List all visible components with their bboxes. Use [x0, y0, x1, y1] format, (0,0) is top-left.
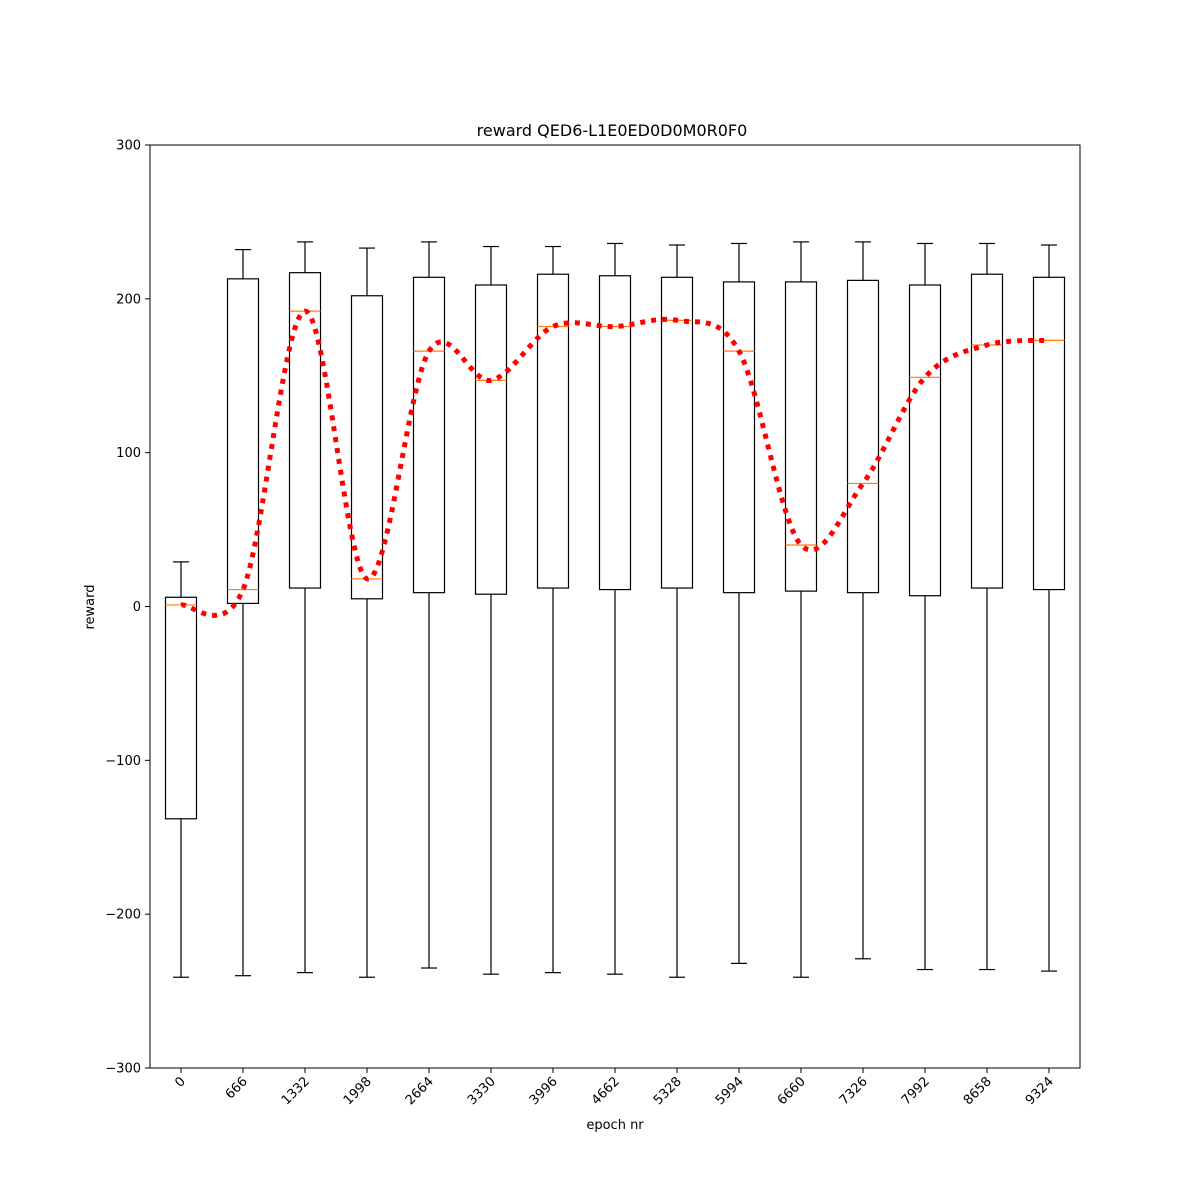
x-tick-label: 1998: [341, 1074, 375, 1108]
box-body: [660, 276, 694, 589]
y-tick-label: −100: [105, 754, 141, 769]
box-0: [164, 561, 198, 978]
box-8658: [970, 242, 1004, 971]
y-tick-label: 0: [133, 600, 141, 615]
x-axis-label: epoch nr: [586, 1118, 644, 1133]
boxes-layer: [164, 241, 1066, 978]
y-tick-label: 100: [116, 446, 141, 461]
box-body: [970, 273, 1004, 589]
box-body: [350, 295, 384, 600]
chart-title: reward QED6-L1E0ED0D0M0R0F0: [477, 121, 748, 140]
box-2664: [412, 241, 446, 969]
x-tick-label: 5994: [713, 1074, 747, 1108]
x-tick-label: 2664: [403, 1074, 437, 1108]
x-tick-label: 8658: [961, 1074, 995, 1108]
box-9324: [1032, 244, 1066, 972]
y-tick-label: 200: [116, 292, 141, 307]
x-tick-label: 666: [223, 1074, 251, 1102]
box-body: [226, 278, 260, 605]
x-tick-label: 7326: [837, 1074, 871, 1108]
box-4662: [598, 242, 632, 975]
x-tick-label: 9324: [1023, 1074, 1057, 1108]
box-body: [288, 272, 322, 589]
box-1332: [288, 241, 322, 974]
box-3330: [474, 245, 508, 975]
box-7326: [846, 241, 880, 960]
box-body: [164, 596, 198, 820]
y-axis-label: reward: [83, 584, 98, 629]
y-tick-label: 300: [116, 139, 141, 154]
x-tick-label: 0: [172, 1074, 188, 1090]
box-body: [846, 279, 880, 594]
box-3996: [536, 245, 570, 974]
axes-layer: −300 −200 −100 0 100 200 300 0 666 1332 1998 2664 33…: [105, 139, 1081, 1108]
box-666: [226, 249, 260, 977]
x-tick-label: 7992: [899, 1074, 933, 1108]
box-body: [412, 276, 446, 594]
box-body: [474, 284, 508, 595]
x-tick-label: 6660: [775, 1074, 809, 1108]
box-5328: [660, 244, 694, 978]
median-trend-layer: [180, 308, 1050, 618]
box-body: [722, 281, 756, 594]
box-body: [598, 275, 632, 591]
box-7992: [908, 242, 942, 971]
box-body: [784, 281, 818, 592]
x-tick-label: 1332: [279, 1074, 313, 1108]
x-tick-label: 5328: [651, 1074, 685, 1108]
box-6660: [784, 241, 818, 978]
y-tick-label: −200: [105, 908, 141, 923]
x-tick-label: 3330: [465, 1074, 499, 1108]
median-trend-line: [180, 308, 1050, 618]
x-tick-label: 4662: [589, 1074, 623, 1108]
x-tick-label: 3996: [527, 1074, 561, 1108]
box-body: [536, 273, 570, 589]
box-1998: [350, 247, 384, 978]
box-body: [1032, 276, 1066, 591]
y-tick-label: −300: [105, 1062, 141, 1077]
box-body: [908, 284, 942, 597]
